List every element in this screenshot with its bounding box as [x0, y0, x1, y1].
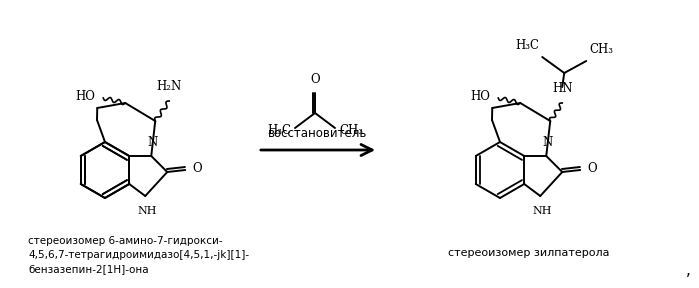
Text: CH₃: CH₃: [339, 124, 363, 137]
Text: H₃C: H₃C: [267, 124, 291, 137]
Text: NH: NH: [138, 206, 157, 216]
Text: стереоизомер 6-амино-7-гидрокси-
4,5,6,7-тетрагидроимидазо[4,5,1,-jk][1]-
бензаз: стереоизомер 6-амино-7-гидрокси- 4,5,6,7…: [28, 236, 249, 274]
Text: восстановитель: восстановитель: [268, 127, 368, 140]
Text: N: N: [542, 136, 552, 149]
Text: NH: NH: [533, 206, 552, 216]
Text: O: O: [192, 162, 202, 175]
Text: HO: HO: [75, 90, 95, 103]
Text: N: N: [147, 136, 157, 149]
Text: O: O: [587, 162, 597, 175]
Text: HN: HN: [552, 82, 572, 95]
Text: CH₃: CH₃: [589, 43, 613, 56]
Text: HO: HO: [470, 90, 490, 103]
Text: стереоизомер зилпатерола: стереоизомер зилпатерола: [448, 248, 610, 258]
Text: H₂N: H₂N: [157, 80, 182, 93]
Text: O: O: [310, 73, 320, 86]
Text: ,: ,: [686, 263, 691, 278]
Text: H₃C: H₃C: [515, 39, 539, 52]
